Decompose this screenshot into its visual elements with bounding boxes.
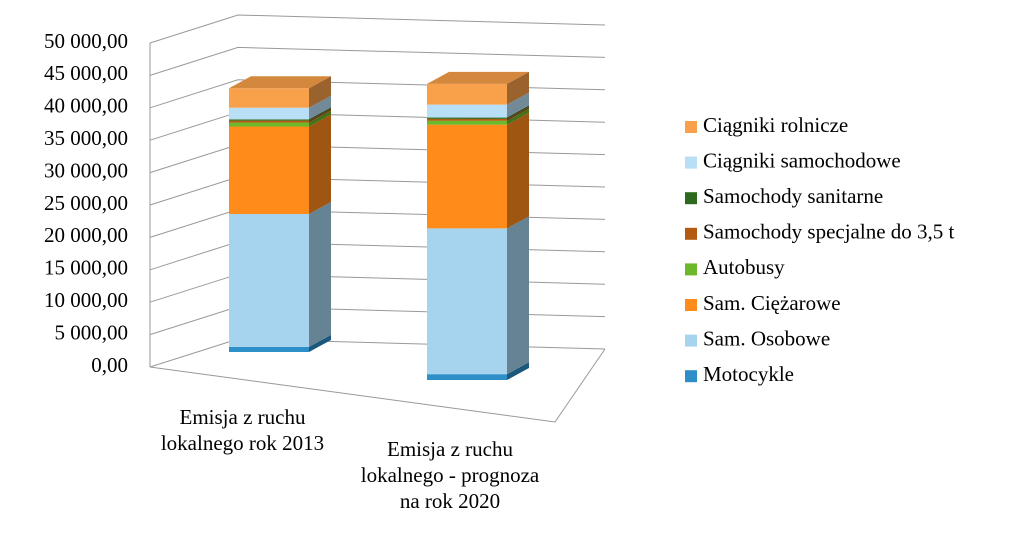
legend-swatch — [685, 192, 697, 205]
bar — [427, 104, 507, 118]
legend-swatch — [685, 299, 697, 311]
bar — [229, 122, 309, 127]
floor-line — [149, 348, 606, 423]
bar-side — [507, 216, 529, 375]
grid-line — [149, 79, 606, 109]
bar — [427, 118, 507, 121]
grid-line — [149, 273, 606, 303]
bar-side — [507, 105, 529, 119]
legend-label: Autobusy — [703, 255, 785, 279]
bar-side — [309, 201, 331, 347]
bar — [229, 119, 309, 121]
y-tick-label: 20 000,00 — [44, 223, 128, 247]
bar — [427, 228, 507, 375]
legend-swatch — [685, 227, 697, 240]
bar-top — [427, 71, 529, 84]
legend-swatch — [685, 334, 697, 347]
bar-side — [507, 362, 529, 380]
legend-swatch — [685, 370, 697, 383]
grid-line — [149, 241, 606, 271]
bar-side — [309, 110, 331, 127]
bar — [427, 374, 507, 380]
bar — [427, 120, 507, 125]
bar-side — [309, 76, 331, 108]
y-tick-label: 40 000,00 — [44, 94, 128, 118]
grid-line — [149, 14, 606, 44]
y-tick-label: 30 000,00 — [44, 158, 128, 182]
y-tick-label: 50 000,00 — [44, 29, 128, 53]
legend-label: Sam. Osobowe — [703, 326, 830, 350]
bar — [229, 107, 309, 120]
legend-label: Motocykle — [703, 362, 794, 386]
grid-line — [149, 306, 606, 336]
y-tick-label: 35 000,00 — [44, 126, 128, 150]
grid-line — [149, 111, 606, 141]
grid-line — [149, 176, 606, 206]
bar-side — [309, 114, 331, 214]
bar — [427, 124, 507, 229]
bar — [229, 126, 309, 214]
bar-side — [309, 107, 331, 121]
grid-line — [149, 144, 606, 174]
bar-side — [507, 71, 529, 105]
x-tick-label: Emisja z ruchu lokalnego - prognoza na r… — [360, 437, 540, 513]
bar — [427, 117, 507, 119]
bar — [229, 346, 309, 352]
grid-line — [149, 46, 606, 76]
y-tick-label: 15 000,00 — [44, 256, 128, 280]
x-tick-label: Emisja z ruchu lokalnego rok 2013 — [160, 405, 325, 455]
bar-side — [507, 108, 529, 125]
bar-side — [507, 112, 529, 229]
y-tick-label: 45 000,00 — [44, 61, 128, 85]
legend-label: Ciągniki rolnicze — [703, 113, 848, 137]
legend-swatch — [685, 121, 697, 133]
y-tick-label: 5 000,00 — [55, 320, 129, 344]
legend-label: Samochody specjalne do 3,5 t — [703, 220, 955, 244]
bar-side — [507, 92, 529, 118]
bar — [229, 88, 309, 108]
bar-side — [507, 106, 529, 121]
legend-swatch — [685, 263, 697, 276]
bar — [229, 120, 309, 123]
bar-side — [309, 95, 331, 120]
y-tick-label: 25 000,00 — [44, 191, 128, 215]
grid-line — [149, 338, 606, 368]
bar — [427, 83, 507, 105]
legend-label: Sam. Ciężarowe — [703, 291, 841, 315]
legend-label: Ciągniki samochodowe — [703, 148, 901, 172]
bar-side — [309, 334, 331, 352]
bar-side — [309, 108, 331, 123]
y-tick-label: 0,00 — [91, 353, 128, 377]
y-tick-label: 10 000,00 — [44, 288, 128, 312]
grid-line — [149, 208, 606, 238]
bar — [229, 213, 309, 347]
legend-swatch — [685, 156, 697, 169]
bar-top — [229, 76, 331, 89]
legend-label: Samochody sanitarne — [703, 184, 883, 208]
